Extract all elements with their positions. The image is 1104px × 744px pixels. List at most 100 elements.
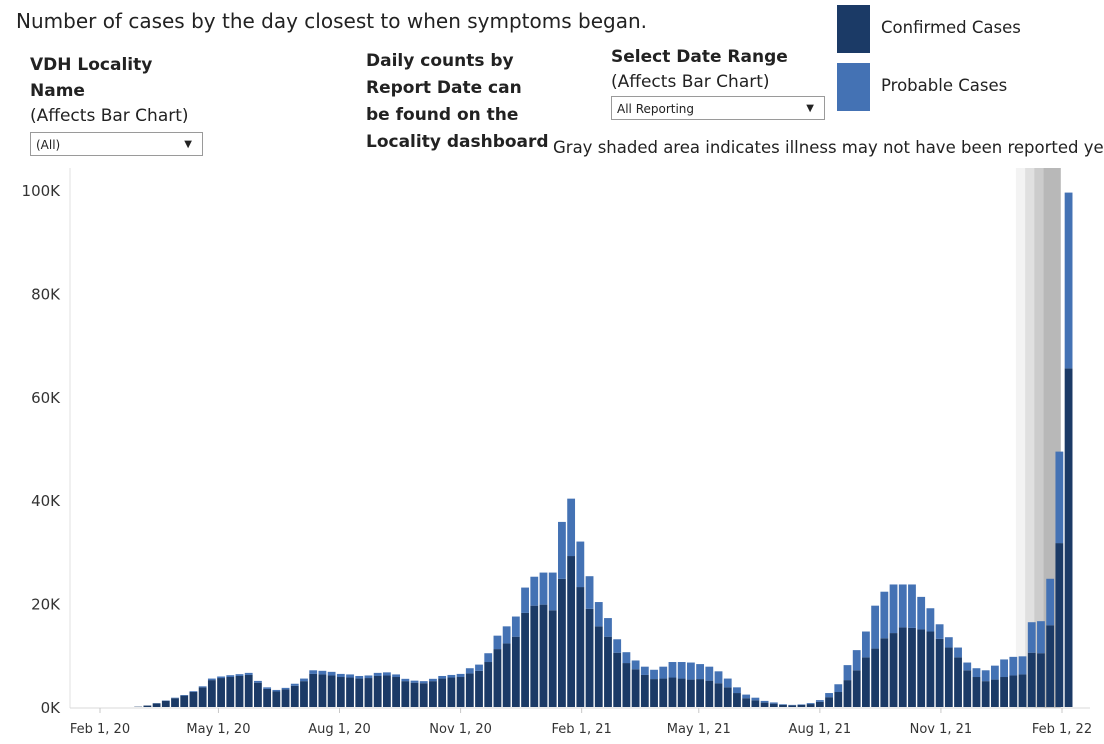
bar-probable[interactable]: [806, 703, 815, 705]
bar-confirmed[interactable]: [161, 700, 170, 707]
bar-probable[interactable]: [327, 671, 336, 676]
bar-confirmed[interactable]: [447, 677, 456, 707]
bar-probable[interactable]: [373, 672, 382, 676]
bar-confirmed[interactable]: [797, 704, 806, 707]
bar-probable[interactable]: [346, 674, 354, 678]
bar-probable[interactable]: [318, 670, 327, 675]
bar-probable[interactable]: [650, 669, 658, 680]
bar-probable[interactable]: [908, 584, 916, 628]
bar-probable[interactable]: [714, 671, 723, 684]
bar-probable[interactable]: [604, 618, 612, 637]
bar-confirmed[interactable]: [327, 675, 336, 707]
bar-confirmed[interactable]: [834, 692, 843, 707]
bar-probable[interactable]: [1027, 622, 1036, 653]
bar-probable[interactable]: [272, 689, 281, 692]
bar-confirmed[interactable]: [889, 633, 898, 707]
bar-probable[interactable]: [1064, 192, 1073, 369]
bar-probable[interactable]: [742, 694, 751, 699]
bar-probable[interactable]: [1037, 621, 1045, 654]
bar-probable[interactable]: [825, 693, 833, 698]
bar-probable[interactable]: [954, 647, 962, 658]
bar-confirmed[interactable]: [576, 587, 585, 707]
bar-probable[interactable]: [631, 660, 640, 670]
bar-confirmed[interactable]: [484, 662, 493, 707]
bar-probable[interactable]: [963, 662, 972, 671]
bar-confirmed[interactable]: [318, 674, 327, 707]
bar-confirmed[interactable]: [696, 679, 705, 707]
bar-confirmed[interactable]: [217, 678, 225, 707]
bar-confirmed[interactable]: [779, 704, 787, 707]
bar-probable[interactable]: [880, 591, 889, 639]
bar-probable[interactable]: [585, 576, 594, 609]
bar-probable[interactable]: [834, 684, 843, 693]
bar-probable[interactable]: [456, 673, 465, 678]
bar-probable[interactable]: [502, 626, 511, 644]
bar-confirmed[interactable]: [843, 680, 852, 707]
bar-probable[interactable]: [226, 675, 235, 678]
bar-probable[interactable]: [686, 662, 695, 680]
bar-probable[interactable]: [493, 635, 502, 650]
bar-confirmed[interactable]: [300, 681, 308, 707]
bar-confirmed[interactable]: [567, 556, 576, 707]
bar-confirmed[interactable]: [263, 688, 272, 707]
bar-probable[interactable]: [769, 702, 778, 704]
bar-confirmed[interactable]: [650, 679, 658, 707]
date-range-dropdown[interactable]: All Reporting ▼: [611, 96, 825, 120]
bar-confirmed[interactable]: [558, 578, 566, 707]
bar-confirmed[interactable]: [438, 678, 447, 707]
bar-probable[interactable]: [392, 674, 401, 678]
bar-probable[interactable]: [677, 662, 686, 679]
bar-probable[interactable]: [281, 687, 290, 690]
bar-probable[interactable]: [594, 602, 603, 627]
bar-confirmed[interactable]: [972, 677, 981, 707]
bar-confirmed[interactable]: [207, 680, 216, 707]
bar-probable[interactable]: [567, 498, 576, 557]
bar-confirmed[interactable]: [281, 689, 290, 707]
bar-confirmed[interactable]: [917, 629, 926, 707]
bar-confirmed[interactable]: [705, 680, 714, 707]
bar-confirmed[interactable]: [733, 693, 741, 707]
bar-probable[interactable]: [290, 683, 299, 686]
bar-confirmed[interactable]: [714, 683, 723, 707]
bar-confirmed[interactable]: [723, 687, 732, 707]
bar-confirmed[interactable]: [336, 677, 345, 707]
bar-confirmed[interactable]: [521, 612, 529, 707]
bar-probable[interactable]: [723, 678, 732, 688]
bar-probable[interactable]: [217, 676, 225, 679]
bar-probable[interactable]: [760, 700, 769, 703]
bar-confirmed[interactable]: [401, 681, 410, 707]
bar-confirmed[interactable]: [1009, 675, 1018, 707]
bar-probable[interactable]: [300, 678, 308, 682]
bar-probable[interactable]: [981, 670, 990, 682]
bar-confirmed[interactable]: [143, 705, 152, 707]
bar-confirmed[interactable]: [198, 687, 207, 707]
bar-probable[interactable]: [548, 572, 557, 611]
bar-probable[interactable]: [410, 680, 419, 683]
bar-probable[interactable]: [668, 662, 677, 678]
bar-probable[interactable]: [1000, 659, 1009, 678]
bar-confirmed[interactable]: [990, 679, 999, 707]
bar-confirmed[interactable]: [244, 674, 253, 707]
bar-confirmed[interactable]: [742, 698, 751, 707]
bar-confirmed[interactable]: [825, 697, 833, 707]
bar-probable[interactable]: [235, 674, 244, 676]
bar-confirmed[interactable]: [290, 685, 299, 707]
bar-confirmed[interactable]: [1055, 543, 1064, 707]
bar-probable[interactable]: [254, 680, 262, 683]
bar-probable[interactable]: [613, 639, 622, 653]
bar-confirmed[interactable]: [180, 695, 189, 707]
bar-confirmed[interactable]: [944, 647, 953, 707]
bar-confirmed[interactable]: [935, 638, 944, 707]
bar-probable[interactable]: [576, 541, 585, 588]
bar-probable[interactable]: [364, 675, 373, 679]
bar-confirmed[interactable]: [364, 678, 373, 707]
bar-probable[interactable]: [751, 697, 760, 701]
bar-probable[interactable]: [429, 678, 437, 682]
locality-dropdown[interactable]: (All) ▼: [30, 132, 203, 156]
bar-confirmed[interactable]: [880, 638, 889, 707]
bar-probable[interactable]: [465, 668, 474, 674]
bar-confirmed[interactable]: [1018, 674, 1027, 707]
bar-confirmed[interactable]: [1046, 625, 1055, 707]
bar-probable[interactable]: [1018, 656, 1027, 675]
bar-probable[interactable]: [336, 673, 345, 678]
